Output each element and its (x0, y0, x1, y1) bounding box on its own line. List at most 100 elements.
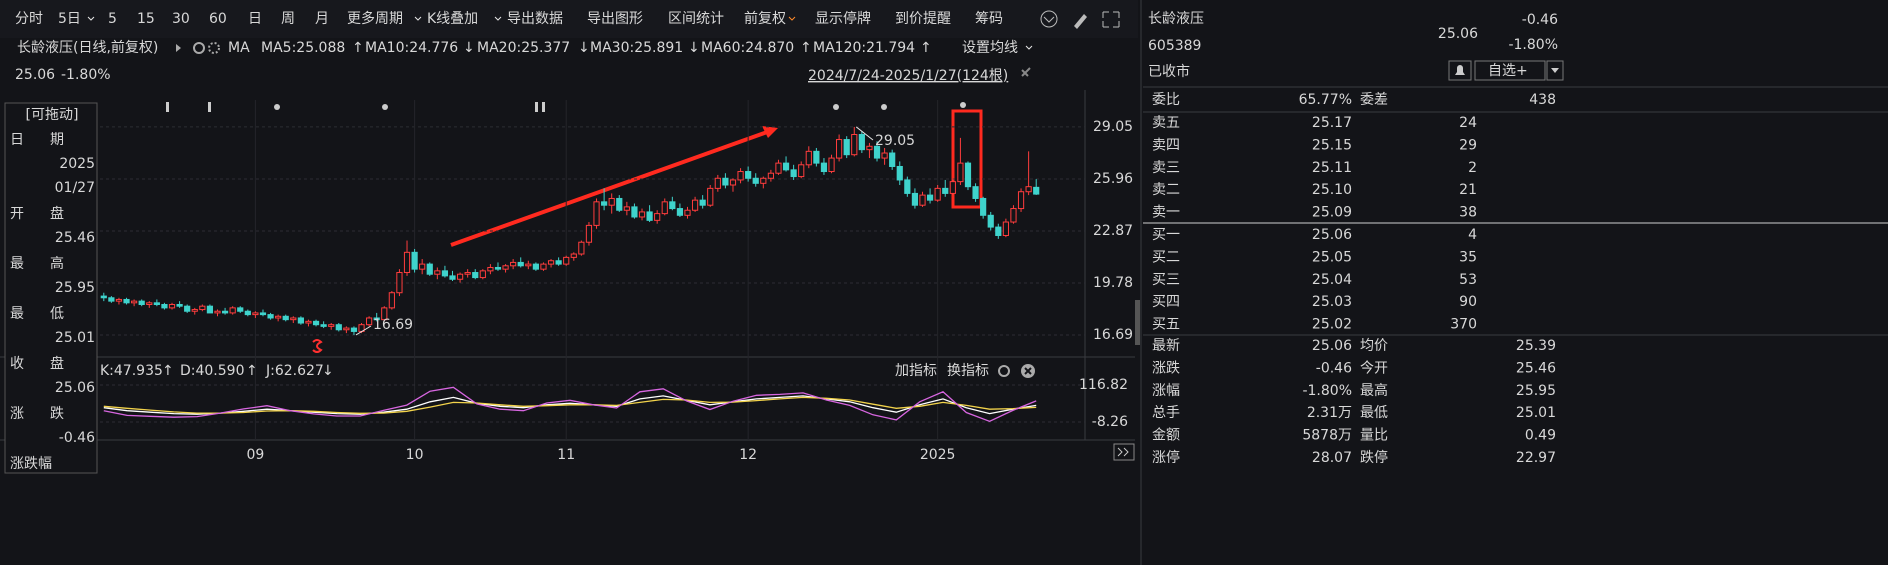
annotation-pointer (855, 126, 874, 141)
candle-body (464, 272, 471, 275)
kdj-gear[interactable] (998, 365, 1010, 377)
cursor-label: 最 (10, 256, 24, 272)
ma-settings[interactable]: 设置均线 (962, 40, 1018, 56)
kdj-line (103, 395, 1037, 415)
low-annotation: 16.69 (373, 317, 413, 333)
toolbar-item[interactable]: 区间统计 (668, 11, 724, 27)
candle-body (343, 327, 350, 331)
toolbar-item[interactable]: K线叠加 (427, 11, 478, 27)
toolbar-item[interactable]: 日 (248, 11, 262, 27)
toggle-icon[interactable] (208, 42, 220, 54)
candle-body (942, 187, 949, 194)
toolbar-item[interactable]: 5日 (58, 11, 81, 27)
book-price: 25.04 (1312, 272, 1352, 288)
stat-label: 今开 (1360, 360, 1388, 376)
watch-menu[interactable] (1546, 60, 1564, 81)
signal (382, 104, 388, 110)
x-tick-label: 09 (246, 447, 264, 463)
toolbar-item[interactable]: 导出数据 (507, 11, 563, 27)
highlight-box (951, 109, 983, 209)
toolbar-item[interactable]: 分时 (15, 11, 43, 27)
toolbar-item[interactable]: 周 (281, 11, 295, 27)
candle-body (1010, 208, 1017, 223)
candle-body (381, 307, 388, 321)
stat-value: 25.01 (1516, 405, 1556, 421)
kdj-tool[interactable]: 加指标 (895, 363, 937, 379)
candle-body (767, 172, 774, 179)
toolbar-item[interactable]: 前复权 (744, 10, 786, 27)
watch-label[interactable]: 自选+ (1488, 63, 1528, 79)
candle-body (585, 224, 593, 243)
book-side: 卖三 (1152, 160, 1180, 176)
kdj-tool[interactable]: 换指标 (947, 362, 989, 379)
candle-body (616, 197, 623, 211)
book-side: 卖二 (1152, 182, 1180, 198)
stock-name: 长龄液压 (1148, 11, 1204, 27)
toolbar-item[interactable]: 更多周期 (347, 10, 403, 27)
watch-button[interactable] (1474, 60, 1546, 81)
annotation-pointer (355, 325, 372, 336)
gear-icon[interactable] (193, 42, 205, 54)
alert-button[interactable] (1448, 60, 1472, 81)
candle-body (487, 266, 494, 272)
x-tick-label: 2025 (920, 447, 956, 463)
candle-body (411, 251, 418, 270)
book-side: 买三 (1152, 272, 1180, 288)
stat-label: 金额 (1152, 428, 1180, 444)
candle-body (176, 304, 183, 307)
cursor-label: 开 (10, 206, 24, 222)
candle-body (275, 315, 282, 319)
toolbar-item[interactable]: 15 (137, 11, 155, 27)
candle-body (282, 315, 289, 321)
candle-body (108, 297, 115, 302)
toolbar-item[interactable]: 导出图形 (587, 11, 643, 27)
ma-arrow: ↑ (352, 40, 364, 56)
toolbar-item[interactable]: 筹码 (975, 10, 1003, 27)
candle-body (153, 302, 160, 306)
draw-icon[interactable] (1074, 14, 1087, 29)
legend-arrow: ↓ (322, 363, 334, 379)
toolbar-item[interactable]: 5 (108, 11, 117, 27)
kdj-close-x (1024, 367, 1032, 375)
toolbar-item[interactable]: 30 (172, 11, 190, 27)
x-tick-label: 12 (739, 447, 757, 463)
toolbar-item[interactable]: 月 (315, 11, 329, 27)
candle-body (798, 164, 805, 178)
stat-value: 2.31万 (1307, 405, 1352, 421)
candle-body (638, 211, 646, 218)
fullscreen-icon[interactable] (1102, 11, 1120, 28)
scroll-thumb[interactable] (1135, 300, 1140, 345)
book-price: 25.15 (1312, 137, 1352, 153)
candle-body (987, 214, 994, 228)
kdj-line (103, 386, 1037, 423)
candle-body (934, 187, 941, 201)
ma-value: MA60:24.870 (701, 40, 794, 56)
candle-body (320, 324, 327, 327)
toolbar-item[interactable]: 到价提醒 (895, 11, 951, 27)
candle-body (896, 165, 903, 181)
candle-body (168, 304, 176, 309)
book-volume: 2 (1468, 160, 1477, 176)
candle-body (388, 292, 395, 309)
candle-body (646, 211, 653, 221)
scroll-button[interactable] (1113, 443, 1135, 461)
book-side: 买五 (1152, 317, 1180, 333)
book-volume: 370 (1450, 317, 1477, 333)
ma-arrow: ↑ (800, 40, 812, 56)
cursor-panel[interactable] (4, 102, 98, 474)
cursor-value: 2025 (59, 156, 95, 172)
date-range[interactable]: 2024/7/24-2025/1/27(124根) (808, 68, 1008, 84)
pin-icon[interactable] (1021, 67, 1031, 77)
expand-icon[interactable] (176, 44, 181, 52)
toolbar-item[interactable]: 显示停牌 (815, 10, 871, 27)
candle-body (373, 317, 380, 321)
cursor-label: 盘 (50, 355, 64, 372)
stat-label: 涨停 (1152, 449, 1180, 466)
stat-label: 最低 (1360, 405, 1388, 421)
candle-body (684, 209, 691, 216)
toolbar-item[interactable]: 60 (209, 11, 227, 27)
cursor-label: 涨跌幅 (10, 456, 52, 472)
cursor-label: 跌 (50, 406, 64, 422)
stat-label: 量比 (1360, 428, 1388, 444)
collapse-icon[interactable] (1040, 10, 1058, 28)
